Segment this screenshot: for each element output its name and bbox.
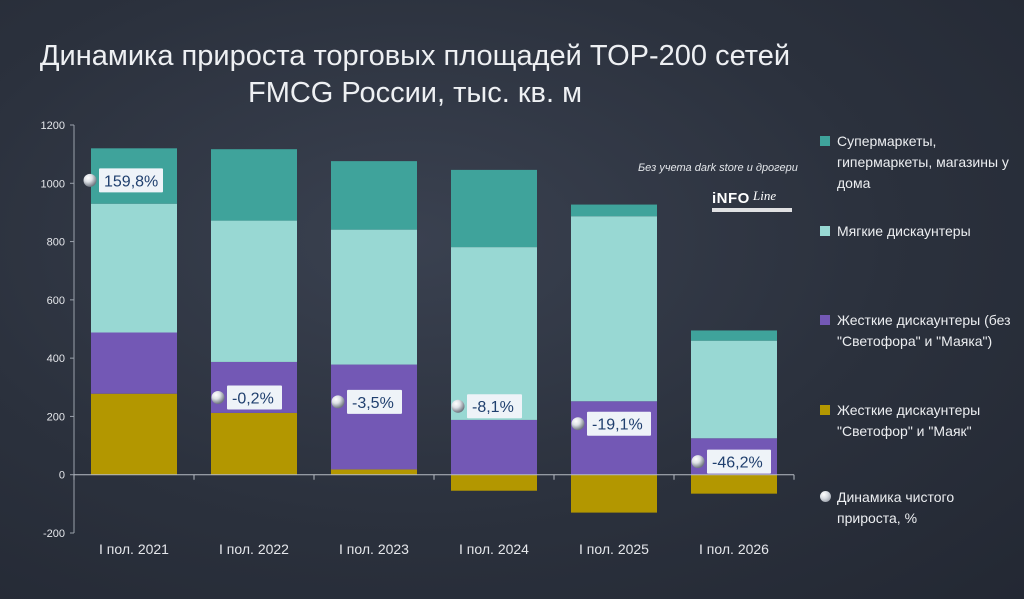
y-tick-label: -200 [43,528,65,540]
net-growth-label: -46,2% [712,455,763,472]
x-tick-label: I пол. 2026 [699,541,769,557]
net-growth-label-box [587,411,651,436]
net-growth-label: -8,1% [472,399,514,416]
net-growth-bead [211,390,225,404]
bar-svetofor_mayak [571,474,657,513]
net-growth-bead [691,455,705,469]
chart-title: Динамика прироста торговых площадей TOP-… [39,40,791,109]
bar-soft_discounters [331,229,417,365]
legend-swatch-icon [820,405,830,415]
net-growth-bead [451,399,465,413]
net-growth-label: -19,1% [592,417,643,434]
bar-svetofor_mayak [451,474,537,491]
y-tick-label: 400 [47,353,65,365]
y-tick-label: 1200 [41,120,65,132]
net-growth-label-box [467,394,522,419]
net-growth-label-box [707,449,771,474]
bar-hard_discounters [331,364,417,470]
legend-label: Мягкие дискаунтеры [837,223,971,239]
net-growth-bead [83,173,97,187]
logo-bar [712,208,792,212]
bar-supermarkets [691,330,777,341]
legend-label: Жесткие дискаунтеры "Светофор" и "Маяк" [837,402,981,439]
x-tick-label: I пол. 2023 [339,541,409,557]
net-growth-label: -0,2% [232,390,274,407]
x-tick-label: I пол. 2021 [99,541,169,557]
x-tick-label: I пол. 2025 [579,541,649,557]
bar-svetofor_mayak [211,412,297,475]
infoline-logo: iNFO Line [712,188,792,216]
logo-script: Line [753,188,777,203]
net-growth-label-box [347,389,402,414]
bar-svetofor_mayak [331,469,417,475]
legend-swatch-icon [820,226,830,236]
net-growth-label-box [227,385,282,410]
bar-svetofor_mayak [91,393,177,475]
bar-soft_discounters [211,220,297,362]
net-growth-bead [331,395,345,409]
net-growth-bead [571,417,585,431]
legend-swatch-icon [820,315,830,325]
bar-svetofor_mayak [691,474,777,494]
legend-label: Жесткие дискаунтеры (без "Светофора" и "… [837,312,1011,349]
y-tick-label: 0 [59,470,65,482]
chart-note: Без учета dark store и дрогери [638,162,798,174]
x-tick-label: I пол. 2022 [219,541,289,557]
bar-hard_discounters [451,419,537,475]
bar-soft_discounters [451,247,537,420]
y-tick-label: 1000 [41,178,65,190]
y-tick-label: 800 [47,237,65,249]
y-tick-label: 600 [47,295,65,307]
bar-soft_discounters [91,203,177,333]
logo-word: iNFO [712,190,750,207]
net-growth-label-box [99,168,163,193]
y-tick-label: 200 [47,411,65,423]
bead-icon [820,491,831,502]
bar-supermarkets [451,169,537,248]
bar-soft_discounters [571,216,657,402]
bar-supermarkets [211,149,297,221]
legend-label: Динамика чистого прироста, % [837,489,955,526]
bar-soft_discounters [691,340,777,439]
net-growth-label: 159,8% [104,173,158,190]
x-tick-label: I пол. 2024 [459,541,529,557]
bar-supermarkets [331,161,417,230]
net-growth-label: -3,5% [352,395,394,412]
bar-hard_discounters [91,332,177,394]
legend-label: Супермаркеты, гипермаркеты, магазины у д… [837,133,1009,191]
bar-supermarkets [571,204,657,217]
legend-swatch-icon [820,136,830,146]
